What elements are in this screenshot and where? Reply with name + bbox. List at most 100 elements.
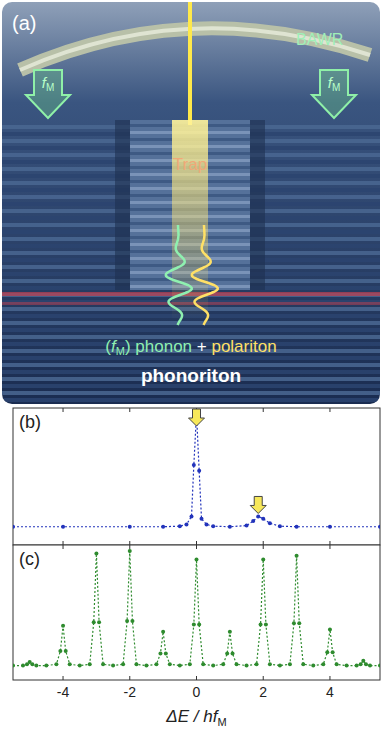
dbr-layer (2, 356, 380, 360)
data-point (268, 662, 272, 666)
data-point (125, 619, 129, 623)
tick (196, 676, 197, 680)
frequency-label: fM (328, 74, 341, 93)
data-point (364, 662, 368, 666)
tick (263, 545, 264, 549)
data-point (278, 524, 282, 528)
data-point (288, 662, 292, 666)
data-point (197, 623, 201, 627)
data-point (359, 662, 363, 666)
data-point (188, 662, 192, 666)
data-point (88, 662, 92, 666)
data-point (161, 525, 165, 529)
data-point (61, 525, 65, 529)
data-point (321, 662, 325, 666)
label: 4 (326, 684, 334, 700)
data-point (161, 630, 165, 634)
frequency-label: fM (42, 74, 55, 93)
data-point (192, 463, 196, 467)
label: -2 (124, 684, 137, 700)
data-point (278, 664, 282, 668)
label-part: M (217, 716, 226, 728)
data-point (231, 651, 235, 655)
data-point (355, 664, 359, 668)
data-point (34, 664, 38, 668)
data-point (255, 662, 259, 666)
data-point (68, 662, 72, 666)
label: BAWR (296, 31, 343, 48)
plot-area (13, 412, 380, 529)
label: Trap (173, 155, 207, 174)
data-point (261, 517, 265, 521)
tick (129, 541, 130, 545)
data-point (297, 621, 301, 625)
data-point (205, 522, 209, 526)
plot-area (13, 549, 380, 668)
data-point (128, 525, 132, 529)
label-part: ΔE / hf (165, 707, 219, 726)
data-point (328, 525, 332, 529)
data-point (54, 662, 58, 666)
data-point (192, 623, 196, 627)
label: (c) (19, 549, 40, 569)
spectrum-line (13, 414, 380, 527)
data-point (261, 557, 265, 561)
label: (b) (19, 412, 41, 432)
phonon-arrow (312, 70, 356, 118)
bawr-ring (20, 28, 370, 70)
data-point (30, 662, 34, 666)
bawr-ring-highlight (20, 28, 370, 70)
tick (63, 541, 64, 545)
frame (13, 408, 380, 545)
label: (a) (12, 12, 36, 34)
data-point (268, 521, 272, 525)
label: -4 (57, 684, 70, 700)
data-point (197, 469, 201, 473)
tick (129, 676, 130, 680)
data-point (368, 664, 372, 668)
data-point (189, 514, 193, 518)
data-point (292, 621, 296, 625)
data-point (325, 650, 329, 654)
data-point (168, 662, 172, 666)
data-point (295, 525, 299, 529)
tick (263, 408, 264, 412)
tick (329, 545, 330, 549)
wave (166, 225, 192, 325)
data-point (301, 662, 305, 666)
tick (196, 541, 197, 545)
data-point (158, 651, 162, 655)
phonon-polariton-label: (fM) phonon + polariton (105, 337, 276, 357)
data-point (378, 525, 380, 529)
data-point (178, 664, 182, 668)
data-point (13, 525, 15, 529)
data-point (200, 517, 204, 521)
data-point (78, 664, 82, 668)
label-part: polariton (211, 337, 276, 356)
data-point (154, 662, 158, 666)
data-point (335, 662, 339, 666)
data-point (97, 620, 101, 624)
label: 0 (193, 684, 201, 700)
panel-a (2, 2, 380, 404)
wave (192, 225, 218, 325)
data-point (130, 619, 134, 623)
label-part: + (197, 337, 212, 356)
chart: -4-2024(c)ΔE / hfM (11, 545, 382, 728)
data-point (128, 549, 132, 553)
data-point (134, 662, 138, 666)
data-point (235, 662, 239, 666)
data-point (211, 664, 215, 668)
data-point (58, 649, 62, 653)
data-point (101, 662, 105, 666)
data-point (245, 524, 249, 528)
tick (129, 408, 130, 412)
tick (329, 676, 330, 680)
data-point (21, 664, 25, 668)
data-point (361, 659, 365, 663)
data-point (64, 649, 68, 653)
data-point (345, 664, 349, 668)
data-point (264, 623, 268, 627)
data-point (259, 623, 263, 627)
data-point (221, 662, 225, 666)
